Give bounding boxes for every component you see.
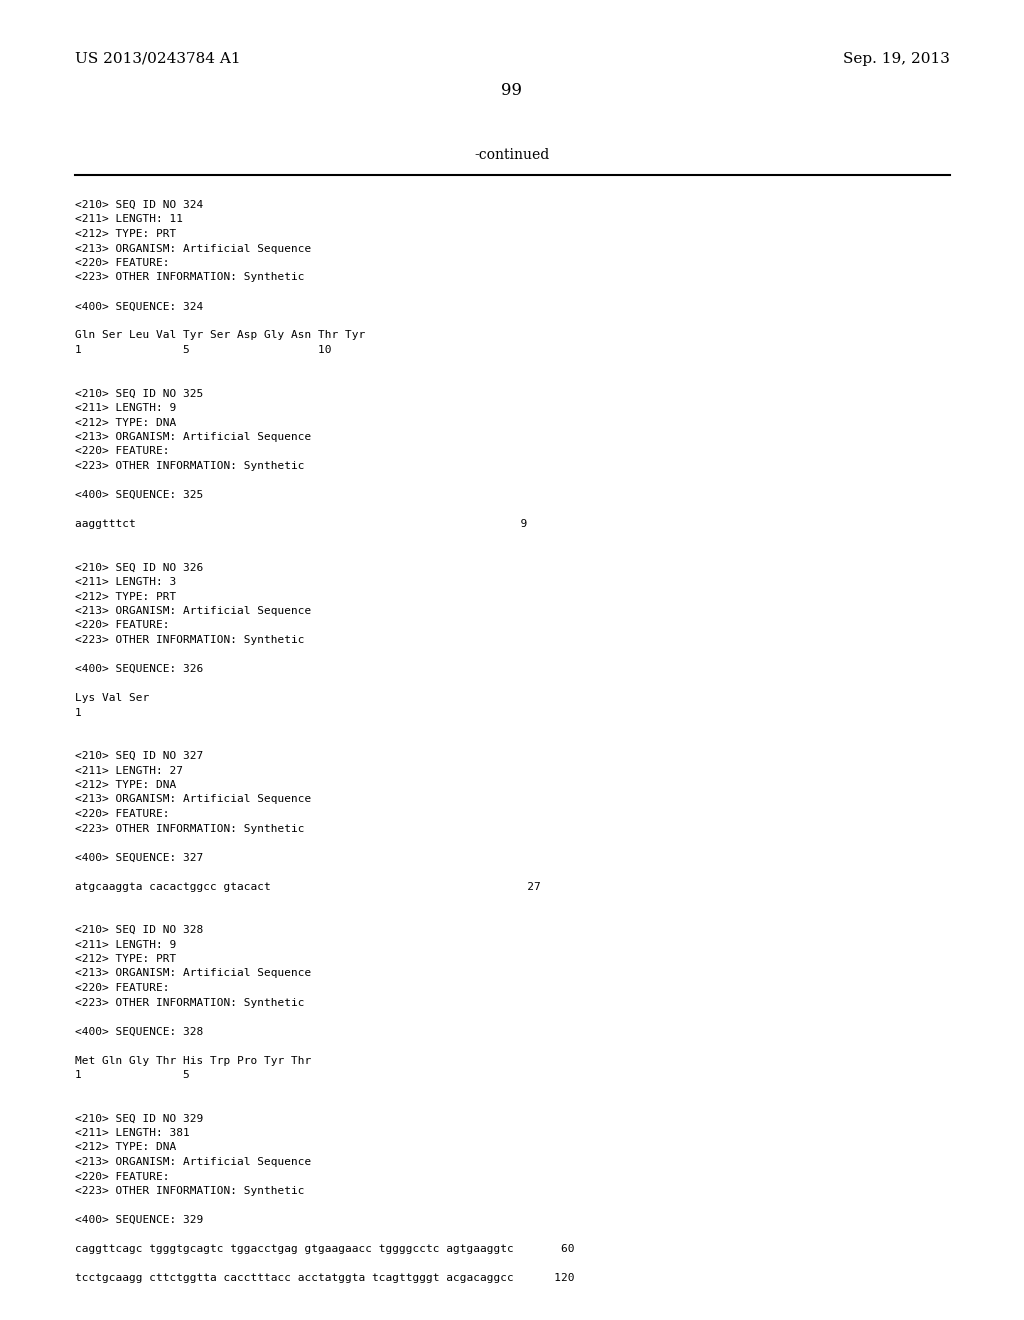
Text: <220> FEATURE:: <220> FEATURE:	[75, 983, 170, 993]
Text: <210> SEQ ID NO 326: <210> SEQ ID NO 326	[75, 562, 203, 573]
Text: <211> LENGTH: 11: <211> LENGTH: 11	[75, 214, 183, 224]
Text: 1: 1	[75, 708, 82, 718]
Text: <400> SEQUENCE: 325: <400> SEQUENCE: 325	[75, 490, 203, 500]
Text: <400> SEQUENCE: 324: <400> SEQUENCE: 324	[75, 301, 203, 312]
Text: 99: 99	[502, 82, 522, 99]
Text: Met Gln Gly Thr His Trp Pro Tyr Thr: Met Gln Gly Thr His Trp Pro Tyr Thr	[75, 1056, 311, 1065]
Text: 1               5                   10: 1 5 10	[75, 345, 332, 355]
Text: <220> FEATURE:: <220> FEATURE:	[75, 257, 170, 268]
Text: <213> ORGANISM: Artificial Sequence: <213> ORGANISM: Artificial Sequence	[75, 969, 311, 978]
Text: <210> SEQ ID NO 329: <210> SEQ ID NO 329	[75, 1114, 203, 1123]
Text: <212> TYPE: PRT: <212> TYPE: PRT	[75, 591, 176, 602]
Text: <210> SEQ ID NO 327: <210> SEQ ID NO 327	[75, 751, 203, 762]
Text: <400> SEQUENCE: 327: <400> SEQUENCE: 327	[75, 853, 203, 862]
Text: <213> ORGANISM: Artificial Sequence: <213> ORGANISM: Artificial Sequence	[75, 606, 311, 616]
Text: <211> LENGTH: 9: <211> LENGTH: 9	[75, 403, 176, 413]
Text: atgcaaggta cacactggcc gtacact                                      27: atgcaaggta cacactggcc gtacact 27	[75, 882, 541, 891]
Text: <223> OTHER INFORMATION: Synthetic: <223> OTHER INFORMATION: Synthetic	[75, 272, 304, 282]
Text: <400> SEQUENCE: 329: <400> SEQUENCE: 329	[75, 1214, 203, 1225]
Text: caggttcagc tgggtgcagtc tggacctgag gtgaagaacc tggggcctc agtgaaggtc       60: caggttcagc tgggtgcagtc tggacctgag gtgaag…	[75, 1243, 574, 1254]
Text: <212> TYPE: DNA: <212> TYPE: DNA	[75, 417, 176, 428]
Text: <223> OTHER INFORMATION: Synthetic: <223> OTHER INFORMATION: Synthetic	[75, 998, 304, 1007]
Text: <223> OTHER INFORMATION: Synthetic: <223> OTHER INFORMATION: Synthetic	[75, 1185, 304, 1196]
Text: <210> SEQ ID NO 328: <210> SEQ ID NO 328	[75, 925, 203, 935]
Text: <400> SEQUENCE: 326: <400> SEQUENCE: 326	[75, 664, 203, 675]
Text: Sep. 19, 2013: Sep. 19, 2013	[843, 51, 950, 66]
Text: <220> FEATURE:: <220> FEATURE:	[75, 446, 170, 457]
Text: <223> OTHER INFORMATION: Synthetic: <223> OTHER INFORMATION: Synthetic	[75, 824, 304, 833]
Text: <220> FEATURE:: <220> FEATURE:	[75, 809, 170, 818]
Text: <213> ORGANISM: Artificial Sequence: <213> ORGANISM: Artificial Sequence	[75, 1158, 311, 1167]
Text: <211> LENGTH: 27: <211> LENGTH: 27	[75, 766, 183, 776]
Text: aaggtttct                                                         9: aaggtttct 9	[75, 519, 527, 529]
Text: <400> SEQUENCE: 328: <400> SEQUENCE: 328	[75, 1027, 203, 1036]
Text: Lys Val Ser: Lys Val Ser	[75, 693, 150, 704]
Text: US 2013/0243784 A1: US 2013/0243784 A1	[75, 51, 241, 66]
Text: <212> TYPE: PRT: <212> TYPE: PRT	[75, 954, 176, 964]
Text: <213> ORGANISM: Artificial Sequence: <213> ORGANISM: Artificial Sequence	[75, 795, 311, 804]
Text: Gln Ser Leu Val Tyr Ser Asp Gly Asn Thr Tyr: Gln Ser Leu Val Tyr Ser Asp Gly Asn Thr …	[75, 330, 366, 341]
Text: <223> OTHER INFORMATION: Synthetic: <223> OTHER INFORMATION: Synthetic	[75, 461, 304, 471]
Text: <211> LENGTH: 3: <211> LENGTH: 3	[75, 577, 176, 587]
Text: <220> FEATURE:: <220> FEATURE:	[75, 620, 170, 631]
Text: <211> LENGTH: 381: <211> LENGTH: 381	[75, 1129, 189, 1138]
Text: -continued: -continued	[474, 148, 550, 162]
Text: <211> LENGTH: 9: <211> LENGTH: 9	[75, 940, 176, 949]
Text: 1               5: 1 5	[75, 1071, 189, 1080]
Text: <212> TYPE: PRT: <212> TYPE: PRT	[75, 228, 176, 239]
Text: <212> TYPE: DNA: <212> TYPE: DNA	[75, 1143, 176, 1152]
Text: <223> OTHER INFORMATION: Synthetic: <223> OTHER INFORMATION: Synthetic	[75, 635, 304, 645]
Text: tcctgcaagg cttctggtta cacctttacc acctatggta tcagttgggt acgacaggcc      120: tcctgcaagg cttctggtta cacctttacc acctatg…	[75, 1272, 574, 1283]
Text: <210> SEQ ID NO 325: <210> SEQ ID NO 325	[75, 388, 203, 399]
Text: <210> SEQ ID NO 324: <210> SEQ ID NO 324	[75, 201, 203, 210]
Text: <220> FEATURE:: <220> FEATURE:	[75, 1172, 170, 1181]
Text: <213> ORGANISM: Artificial Sequence: <213> ORGANISM: Artificial Sequence	[75, 432, 311, 442]
Text: <213> ORGANISM: Artificial Sequence: <213> ORGANISM: Artificial Sequence	[75, 243, 311, 253]
Text: <212> TYPE: DNA: <212> TYPE: DNA	[75, 780, 176, 789]
